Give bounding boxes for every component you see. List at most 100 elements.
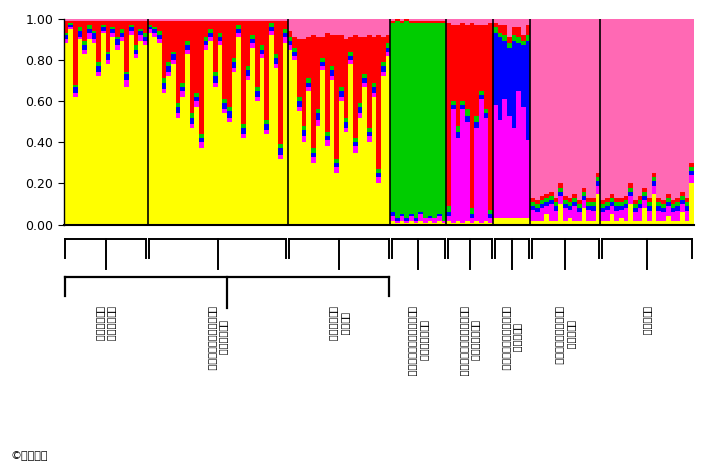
Text: ミチノクナシ
（その他の北東北地方）: ミチノクナシ （その他の北東北地方）	[207, 306, 229, 370]
Bar	[675, 203, 680, 206]
Bar	[503, 99, 507, 219]
Bar	[503, 219, 507, 225]
Bar	[297, 39, 302, 97]
Bar	[675, 206, 680, 211]
Bar	[620, 198, 624, 202]
Bar	[125, 74, 129, 80]
Bar	[591, 220, 596, 225]
Bar	[199, 138, 204, 142]
Bar	[115, 39, 120, 45]
Bar	[82, 19, 87, 21]
Bar	[362, 87, 367, 225]
Bar	[325, 33, 330, 132]
Bar	[185, 50, 190, 54]
Bar	[138, 41, 143, 225]
Bar	[241, 134, 246, 138]
Bar	[661, 204, 666, 208]
Bar	[530, 198, 535, 202]
Bar	[362, 74, 367, 79]
Bar	[573, 206, 577, 220]
Bar	[507, 219, 512, 225]
Bar	[134, 54, 138, 58]
Bar	[283, 37, 287, 44]
Bar	[474, 19, 479, 25]
Bar	[484, 220, 489, 225]
Bar	[465, 122, 470, 220]
Bar	[685, 19, 689, 198]
Bar	[232, 72, 236, 225]
Bar	[222, 103, 227, 110]
Bar	[78, 19, 82, 21]
Bar	[292, 60, 297, 225]
Bar	[138, 21, 143, 29]
Bar	[161, 89, 166, 93]
Bar	[236, 21, 241, 25]
Bar	[69, 29, 73, 225]
Bar	[181, 91, 185, 97]
Bar	[456, 220, 460, 225]
Bar	[134, 50, 138, 54]
Bar	[433, 219, 437, 223]
Bar	[689, 175, 694, 183]
Bar	[418, 23, 423, 212]
Bar	[87, 29, 92, 33]
Bar	[437, 220, 442, 225]
Bar	[143, 37, 148, 41]
Bar	[222, 113, 227, 225]
Bar	[348, 60, 353, 64]
Bar	[73, 97, 78, 225]
Bar	[633, 204, 638, 208]
Bar	[176, 117, 181, 225]
Bar	[381, 19, 386, 37]
Bar	[642, 200, 647, 208]
Bar	[227, 107, 232, 111]
Bar	[516, 91, 521, 219]
Bar	[539, 200, 544, 204]
Bar	[181, 21, 185, 82]
Bar	[516, 44, 521, 91]
Bar	[264, 21, 269, 120]
Bar	[171, 51, 176, 54]
Bar	[115, 21, 120, 37]
Bar	[605, 206, 610, 210]
Bar	[573, 198, 577, 202]
Bar	[442, 220, 447, 223]
Bar	[199, 142, 204, 148]
Bar	[629, 188, 633, 192]
Bar	[297, 19, 302, 39]
Bar	[386, 56, 390, 225]
Bar	[274, 21, 278, 54]
Bar	[605, 202, 610, 206]
Bar	[549, 19, 554, 192]
Bar	[69, 23, 73, 25]
Bar	[64, 39, 69, 44]
Bar	[400, 19, 404, 21]
Bar	[236, 19, 241, 21]
Bar	[330, 19, 334, 35]
Bar	[283, 19, 287, 21]
Bar	[521, 35, 526, 41]
Bar	[69, 19, 73, 21]
Bar	[498, 25, 503, 33]
Bar	[82, 21, 87, 41]
Bar	[138, 29, 143, 31]
Bar	[605, 19, 610, 198]
Bar	[512, 41, 516, 128]
Bar	[377, 177, 381, 183]
Bar	[647, 220, 652, 225]
Bar	[148, 29, 152, 33]
Bar	[278, 144, 283, 148]
Text: ホクシャマナシ
（アジア大陸の古い品種）: ホクシャマナシ （アジア大陸の古い品種）	[459, 306, 481, 376]
Bar	[181, 19, 185, 21]
Bar	[213, 87, 218, 225]
Bar	[620, 219, 624, 225]
Bar	[568, 19, 573, 198]
Bar	[69, 21, 73, 23]
Bar	[573, 194, 577, 198]
Text: ニホンナシ: ニホンナシ	[642, 306, 652, 335]
Bar	[413, 19, 418, 21]
Bar	[264, 124, 269, 130]
Bar	[489, 219, 493, 223]
Bar	[302, 19, 307, 39]
Bar	[535, 212, 539, 220]
